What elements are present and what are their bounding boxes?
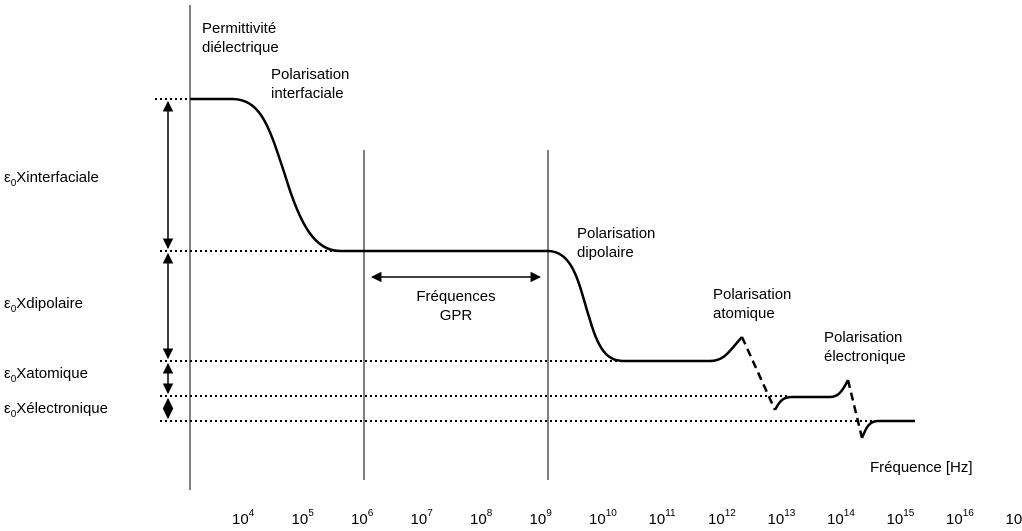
annotation: atomique — [713, 305, 775, 322]
tick-base: 10 — [1006, 511, 1022, 528]
annotation: Polarisation — [577, 225, 655, 242]
x-axis-label: Fréquence [Hz] — [870, 459, 973, 476]
subscript: 0 — [11, 374, 17, 385]
y-axis-label: Permittivité — [202, 20, 276, 37]
level-label: ε0Xdipolaire — [4, 295, 83, 315]
tick-exponent: 9 — [546, 508, 552, 519]
subscript: 0 — [11, 409, 17, 420]
tick-exponent: 5 — [308, 508, 314, 519]
tick-base: 10 — [411, 511, 428, 528]
tick-base: 10 — [470, 511, 487, 528]
tick-exponent: 14 — [844, 508, 856, 519]
tick-base: 10 — [768, 511, 785, 528]
tick-base: 10 — [530, 511, 547, 528]
annotation: Polarisation — [271, 66, 349, 83]
level-label: ε0Xélectronique — [4, 400, 108, 420]
tick-base: 10 — [887, 511, 904, 528]
tick-exponent: 7 — [427, 508, 433, 519]
symbol: ε — [4, 365, 11, 382]
x-tick-label: 108 — [470, 508, 493, 528]
annotation: Fréquences — [416, 288, 495, 305]
symbol: ε — [4, 169, 11, 186]
x-tick-label: 1014 — [827, 508, 855, 528]
x-tick-label: 107 — [411, 508, 434, 528]
annotation: dipolaire — [577, 244, 634, 261]
x-tick-label: 1011 — [649, 508, 677, 528]
subscript: 0 — [11, 304, 17, 315]
level-label: ε0Xinterfaciale — [4, 169, 99, 189]
tick-exponent: 4 — [249, 508, 255, 519]
level-name: Xatomique — [16, 365, 88, 382]
symbol: ε — [4, 400, 11, 417]
tick-base: 10 — [351, 511, 368, 528]
tick-base: 10 — [232, 511, 249, 528]
level-name: Xdipolaire — [16, 295, 83, 312]
x-tick-label: 1016 — [946, 508, 974, 528]
x-tick-label: 104 — [232, 508, 255, 528]
tick-exponent: 12 — [725, 508, 737, 519]
tick-exponent: 16 — [963, 508, 975, 519]
x-tick-label: 109 — [530, 508, 553, 528]
x-tick-label: 1017 — [1006, 508, 1022, 528]
level-name: Xinterfaciale — [16, 169, 99, 186]
tick-base: 10 — [649, 511, 666, 528]
subscript: 0 — [11, 178, 17, 189]
tick-base: 10 — [589, 511, 606, 528]
annotation: interfaciale — [271, 85, 344, 102]
annotation: Polarisation — [713, 286, 791, 303]
x-tick-label: 1015 — [887, 508, 915, 528]
y-axis-label: diélectrique — [202, 39, 279, 56]
tick-base: 10 — [946, 511, 963, 528]
x-tick-label: 106 — [351, 508, 374, 528]
tick-exponent: 10 — [606, 508, 618, 519]
tick-exponent: 8 — [487, 508, 493, 519]
level-label: ε0Xatomique — [4, 365, 88, 385]
symbol: ε — [4, 295, 11, 312]
tick-base: 10 — [708, 511, 725, 528]
level-lines — [155, 98, 875, 422]
x-tick-label: 1010 — [589, 508, 617, 528]
tick-exponent: 11 — [665, 508, 676, 519]
x-tick-label: 1012 — [708, 508, 736, 528]
tick-exponent: 6 — [368, 508, 374, 519]
permittivity-curve — [190, 97, 915, 439]
annotation: électronique — [824, 348, 906, 365]
tick-base: 10 — [292, 511, 309, 528]
annotation: GPR — [440, 307, 473, 324]
annotation: Polarisation — [824, 329, 902, 346]
tick-exponent: 13 — [784, 508, 796, 519]
tick-base: 10 — [827, 511, 844, 528]
level-name: Xélectronique — [16, 400, 108, 417]
tick-exponent: 15 — [903, 508, 915, 519]
x-tick-label: 105 — [292, 508, 315, 528]
x-tick-label: 1013 — [768, 508, 796, 528]
